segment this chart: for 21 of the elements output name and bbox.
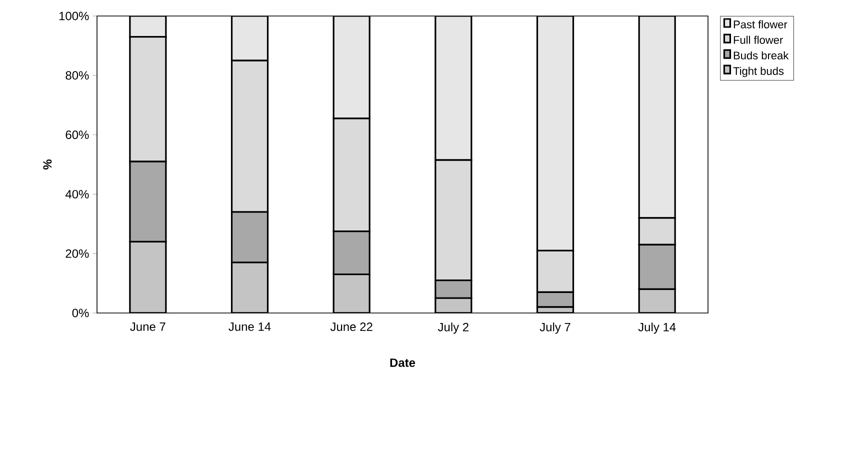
y-tick-label: 60% [66,130,89,140]
bar [129,240,167,313]
y-tick-label: 20% [66,249,89,258]
y-tick-label: 80% [66,71,89,80]
legend-label: Past flower [734,20,788,28]
y-axis-title: % [43,159,52,170]
x-tick-label: June 22 [330,322,372,332]
legend-label: Buds break [734,51,789,60]
y-tick-label: 0% [72,308,89,318]
legend-label: Tight buds [733,66,784,78]
y-tick-label: 100% [59,12,89,20]
x-tick-label: June 7 [130,322,166,331]
x-tick-label: July 14 [638,322,676,334]
y-tick-label: 40% [65,190,89,198]
bar [230,262,269,313]
x-tick-label: July 7 [540,322,570,334]
x-tick-label: June 14 [228,322,271,331]
bar [332,274,370,313]
x-tick-label: July 2 [438,322,468,334]
legend-label: Full flower [734,36,783,44]
x-axis-title: Date [390,358,416,367]
